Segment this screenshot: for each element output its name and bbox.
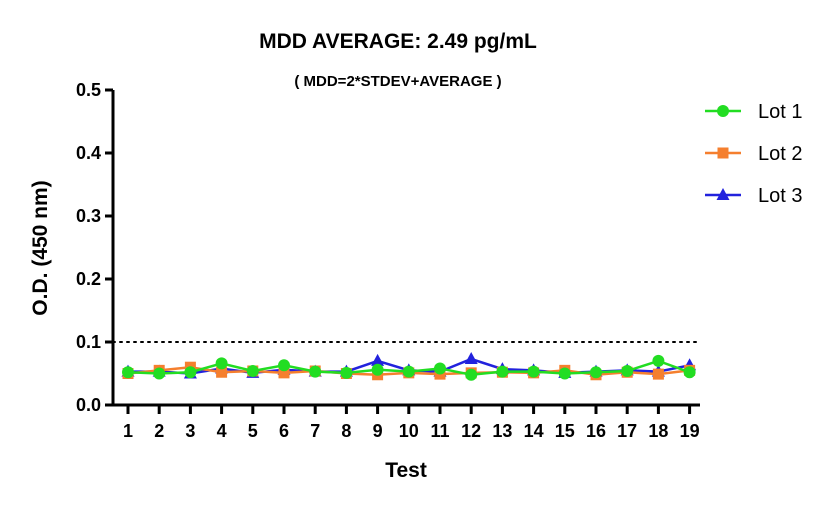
lot-1-point [153,367,166,380]
legend-marker-lot-1 [717,105,729,117]
legend-marker-lot-3 [716,188,730,200]
lot-1-point [558,367,571,380]
plot-area: 0.00.10.20.30.40.51 2 3 4 5 6 7 8 9 10 11 12 13 14 15 1… [76,80,701,441]
y-tick-label: 0.3 [76,206,101,226]
y-tick-label: 0.0 [76,395,101,415]
x-tick-label: 16 [586,421,606,441]
x-tick-label: 8 [341,421,351,441]
y-tick-label: 0.4 [76,143,101,163]
lot-1-point [652,354,665,367]
lot-1-point [683,366,696,379]
lot-1-point [215,357,228,370]
chart-subtitle: ( MDD=2*STDEV+AVERAGE ) [294,73,501,90]
lot-2-point [216,366,228,378]
x-tick-label: 4 [217,421,227,441]
chart-title: MDD AVERAGE: 2.49 pg/mL [259,30,537,53]
lot-1-point [246,364,259,377]
x-tick-label: 14 [524,421,544,441]
y-tick-label: 0.5 [76,80,101,100]
lot-1-point [621,364,634,377]
x-tick-label: 10 [399,421,419,441]
lot-1-point [496,365,509,378]
x-tick-label: 15 [555,421,575,441]
lot-1-point [309,365,322,378]
legend-label-lot-2: Lot 2 [758,143,802,165]
lot-1-point [590,366,602,379]
legend-marker-lot-2 [717,147,729,159]
lot-1-point [402,365,415,378]
x-tick-label: 2 [154,421,164,441]
lot-1-point [434,362,446,375]
lot-2-point [652,368,664,380]
lot-1-point [122,366,134,379]
x-tick-label: 17 [617,421,637,441]
x-tick-label: 13 [492,421,512,441]
x-tick-label: 18 [648,421,668,441]
y-tick-label: 0.1 [76,332,101,352]
lot-1-point [527,365,540,378]
lot-1-point [371,363,384,376]
lot-1-point [184,366,197,379]
x-tick-label: 3 [185,421,195,441]
x-tick-label: 19 [680,421,700,441]
legend-label-lot-1: Lot 1 [758,101,802,123]
lot-1-point [340,366,353,379]
lot-1-point [278,359,290,372]
x-tick-label: 7 [310,421,320,441]
y-axis-title: O.D. (450 nm) [29,180,52,315]
lot-1-point [465,368,478,381]
legend-label-lot-3: Lot 3 [758,185,802,207]
lot-3-point [371,353,385,366]
x-tick-label: 5 [248,421,258,441]
x-tick-label: 9 [373,421,383,441]
x-axis-title: Test [385,459,427,482]
x-tick-label: 6 [279,421,289,441]
lot-3-point [464,352,478,365]
x-tick-label: 1 [123,421,133,441]
lot-2-point [278,367,290,379]
x-tick-label: 11 [430,421,449,441]
legend: Lot 1 Lot 2 Lot 3 [705,101,802,207]
y-tick-label: 0.2 [76,269,101,289]
x-tick-label: 12 [461,421,481,441]
